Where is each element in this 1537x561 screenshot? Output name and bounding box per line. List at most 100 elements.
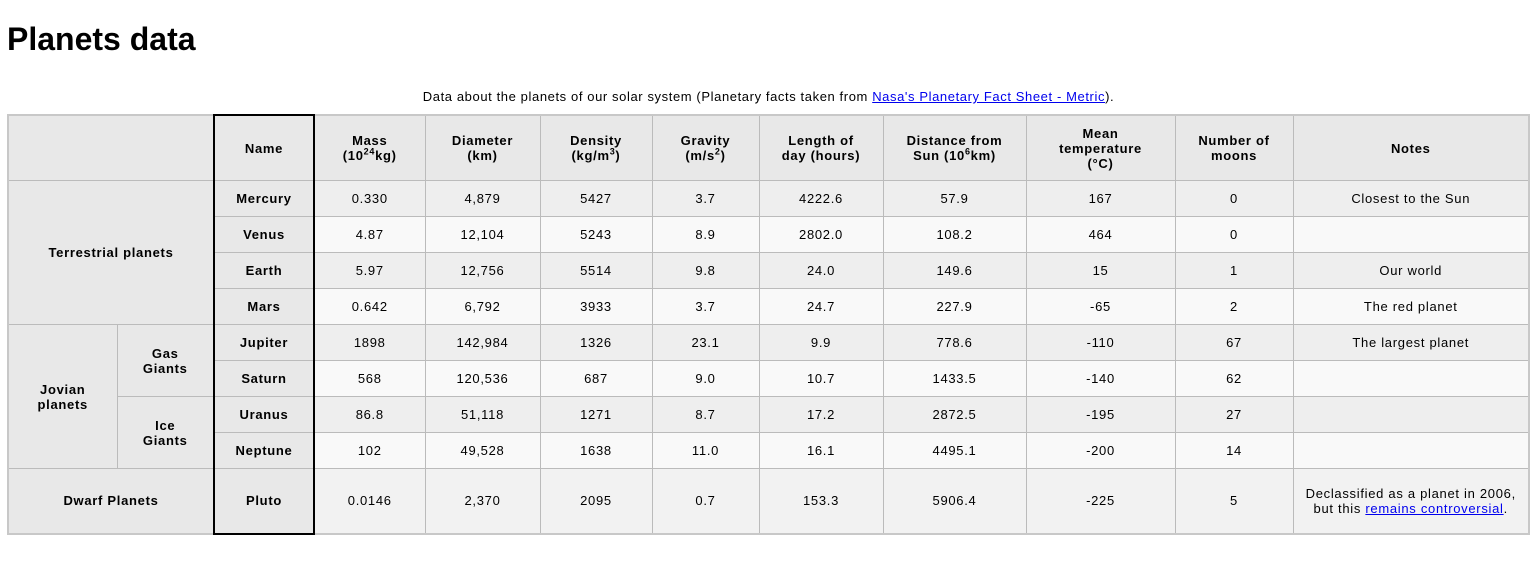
cell-gravity: 8.7	[651, 396, 760, 433]
cell-gravity: 9.0	[651, 360, 760, 397]
cell-gravity: 3.7	[651, 288, 760, 325]
planet-name: Jupiter	[213, 324, 315, 361]
cell-mass: 1898	[313, 324, 426, 361]
table-row: Ice Giants Uranus 86.8 51,118 1271 8.7 17…	[8, 396, 1530, 469]
group-terrestrial: Terrestrial planets	[7, 180, 215, 325]
planet-name: Uranus	[213, 396, 315, 433]
cell-notes: Declassified as a planet in 2006, but th…	[1292, 468, 1530, 534]
header-diameter: Diameter (km)	[424, 114, 541, 181]
cell-notes	[1292, 432, 1530, 469]
group-ice-giants: Ice Giants	[116, 396, 215, 469]
cell-gravity: 23.1	[651, 324, 760, 361]
header-density: Density (kg/m3)	[539, 114, 653, 181]
cell-temp: -110	[1025, 324, 1176, 361]
cell-density: 5243	[539, 216, 653, 253]
caption-suffix: ).	[1105, 89, 1115, 104]
cell-moons: 5	[1174, 468, 1294, 534]
cell-moons: 0	[1174, 180, 1294, 217]
planet-name: Earth	[213, 252, 315, 289]
cell-temp: 464	[1025, 216, 1176, 253]
cell-gravity: 8.9	[651, 216, 760, 253]
corner-header-cell	[7, 114, 215, 181]
cell-density: 2095	[539, 468, 653, 534]
table-row: Earth 5.97 12,756 5514 9.8 24.0 149.6 15…	[8, 252, 1530, 289]
table-row: Mars 0.642 6,792 3933 3.7 24.7 227.9 -65…	[8, 288, 1530, 325]
header-moons: Number of moons	[1174, 114, 1294, 181]
cell-day: 24.7	[758, 288, 884, 325]
cell-day: 9.9	[758, 324, 884, 361]
cell-distance: 108.2	[882, 216, 1027, 253]
planets-table: Name Mass (1024kg) Diameter (km) Density (k…	[7, 114, 1530, 535]
nasa-fact-sheet-link[interactable]: Nasa's Planetary Fact Sheet - Metric	[872, 89, 1106, 104]
cell-moons: 1	[1174, 252, 1294, 289]
cell-density: 1271	[539, 396, 653, 433]
table-row: Saturn 568 120,536 687 9.0 10.7 1433.5 -…	[8, 360, 1530, 397]
cell-diameter: 120,536	[424, 360, 541, 397]
table-row: Terrestrial planets Mercury 0.330 4,879 …	[7, 180, 1530, 325]
cell-distance: 778.6	[882, 324, 1027, 361]
header-temperature: Mean temperature (°C)	[1025, 114, 1176, 181]
table-row: Jovian planets Gas Giants Jupiter 1898 142…	[7, 324, 1530, 469]
cell-density: 1326	[539, 324, 653, 361]
table-row: Dwarf Planets Pluto 0.0146 2,370 2095 0.…	[7, 468, 1530, 535]
cell-day: 2802.0	[758, 216, 884, 253]
cell-day: 17.2	[758, 396, 884, 433]
table-row: Neptune 102 49,528 1638 11.0 16.1 4495.1…	[8, 432, 1530, 469]
cell-temp: -195	[1025, 396, 1176, 433]
cell-notes: The red planet	[1292, 288, 1530, 325]
pluto-notes-suffix: .	[1503, 500, 1508, 516]
cell-moons: 67	[1174, 324, 1294, 361]
cell-notes	[1292, 216, 1530, 253]
cell-distance: 4495.1	[882, 432, 1027, 469]
header-day-length: Length of day (hours)	[758, 114, 884, 181]
header-mass: Mass (1024kg)	[313, 114, 426, 181]
header-gravity: Gravity (m/s2)	[651, 114, 760, 181]
cell-moons: 14	[1174, 432, 1294, 469]
cell-temp: 167	[1025, 180, 1176, 217]
cell-distance: 149.6	[882, 252, 1027, 289]
cell-day: 24.0	[758, 252, 884, 289]
cell-gravity: 0.7	[651, 468, 760, 534]
cell-density: 5514	[539, 252, 653, 289]
cell-temp: -140	[1025, 360, 1176, 397]
cell-gravity: 3.7	[651, 180, 760, 217]
cell-distance: 227.9	[882, 288, 1027, 325]
cell-mass: 0.642	[313, 288, 426, 325]
remains-controversial-link[interactable]: remains controversial	[1365, 500, 1504, 516]
table-caption: Data about the planets of our solar syst…	[0, 88, 1537, 105]
cell-density: 687	[539, 360, 653, 397]
cell-mass: 0.330	[313, 180, 426, 217]
cell-gravity: 11.0	[651, 432, 760, 469]
planet-name: Pluto	[213, 468, 315, 535]
cell-diameter: 51,118	[424, 396, 541, 433]
cell-moons: 62	[1174, 360, 1294, 397]
cell-diameter: 49,528	[424, 432, 541, 469]
cell-moons: 2	[1174, 288, 1294, 325]
cell-diameter: 12,756	[424, 252, 541, 289]
pluto-notes-prefix: Declassified as a planet in 2006, but th…	[1305, 485, 1516, 516]
cell-notes	[1292, 396, 1530, 433]
header-name: Name	[213, 114, 315, 181]
cell-temp: -200	[1025, 432, 1176, 469]
cell-mass: 4.87	[313, 216, 426, 253]
caption-prefix: Data about the planets of our solar syst…	[422, 89, 873, 104]
header-distance: Distance from Sun (106km)	[882, 114, 1027, 181]
cell-mass: 568	[313, 360, 426, 397]
cell-density: 3933	[539, 288, 653, 325]
page-title: Planets data	[7, 21, 196, 57]
cell-moons: 0	[1174, 216, 1294, 253]
group-gas-giants: Gas Giants	[116, 324, 215, 397]
cell-day: 16.1	[758, 432, 884, 469]
cell-temp: -225	[1025, 468, 1176, 534]
cell-mass: 86.8	[313, 396, 426, 433]
cell-diameter: 6,792	[424, 288, 541, 325]
cell-density: 5427	[539, 180, 653, 217]
cell-diameter: 12,104	[424, 216, 541, 253]
cell-mass: 0.0146	[313, 468, 426, 534]
planet-name: Saturn	[213, 360, 315, 397]
cell-diameter: 142,984	[424, 324, 541, 361]
cell-day: 10.7	[758, 360, 884, 397]
header-notes: Notes	[1292, 114, 1530, 181]
cell-notes: The largest planet	[1292, 324, 1530, 361]
group-jovian: Jovian planets	[7, 324, 118, 469]
